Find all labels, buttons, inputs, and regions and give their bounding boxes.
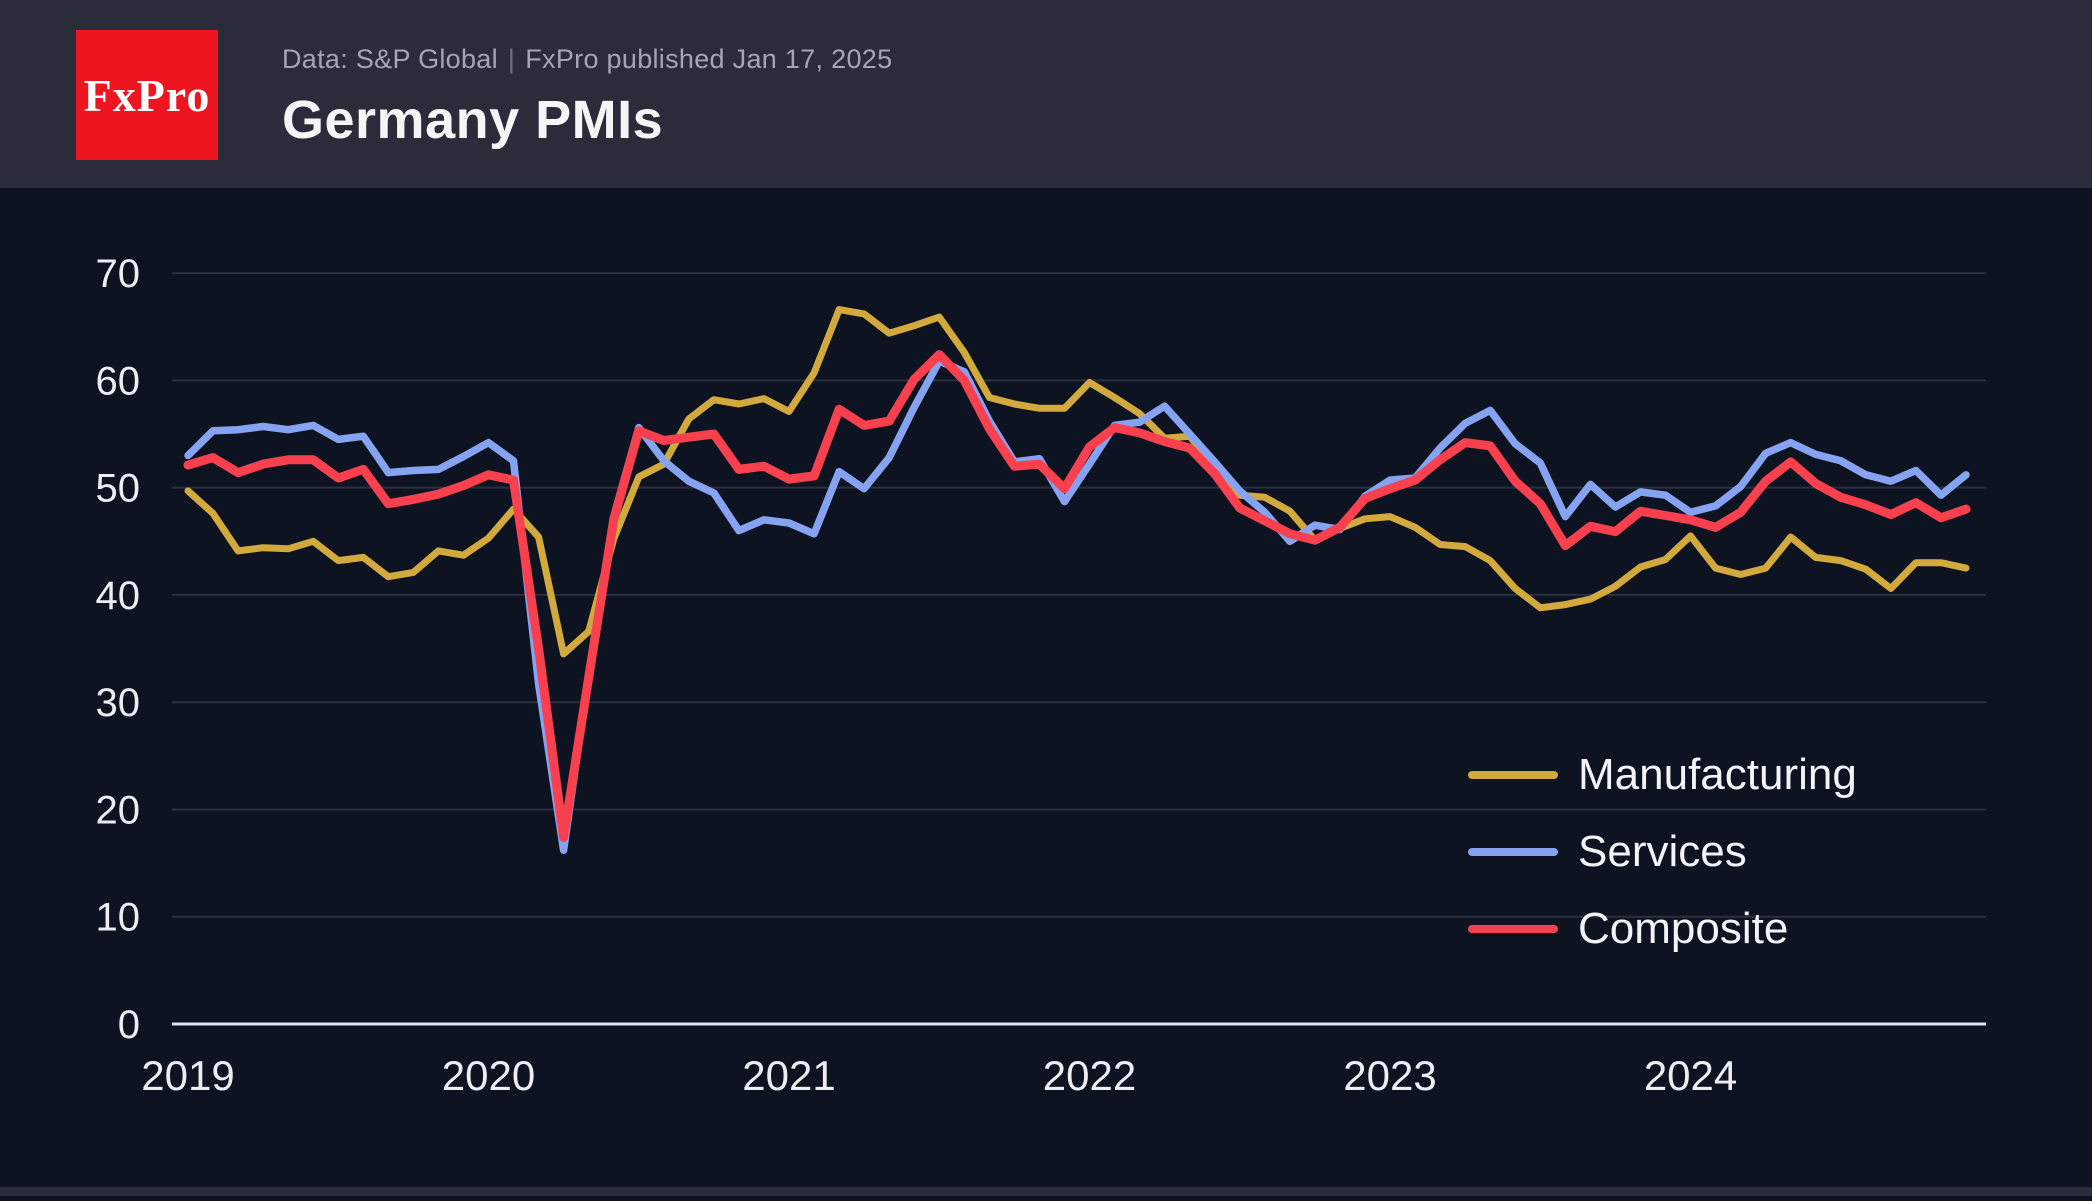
source-left: Data: S&P Global <box>282 44 498 74</box>
legend-item-services: Services <box>1468 825 1857 878</box>
legend-label: Services <box>1578 826 1747 876</box>
source-right: FxPro published Jan 17, 2025 <box>525 44 893 74</box>
legend-label: Manufacturing <box>1578 749 1857 799</box>
fxpro-logo-text: FxPro <box>83 69 211 121</box>
y-tick-label: 70 <box>96 252 141 296</box>
series-line-manufacturing <box>184 306 1970 658</box>
y-tick-label: 40 <box>96 574 141 618</box>
fxpro-logo: FxPro <box>76 30 218 160</box>
series-line-services <box>184 357 1970 854</box>
legend-item-composite: Composite <box>1468 902 1857 955</box>
composite-line-swatch <box>1468 924 1558 933</box>
source-separator: | <box>507 44 516 74</box>
services-line-swatch <box>1468 847 1558 856</box>
legend-item-manufacturing: Manufacturing <box>1468 748 1857 801</box>
x-tick-label: 2021 <box>742 1052 835 1099</box>
y-tick-label: 30 <box>96 681 141 725</box>
chart-legend: Manufacturing Services Composite <box>1468 748 1857 955</box>
x-tick-label: 2024 <box>1644 1052 1737 1099</box>
y-tick-label: 60 <box>96 359 141 403</box>
y-tick-label: 10 <box>96 896 141 940</box>
manufacturing-line-swatch <box>1468 770 1558 779</box>
y-tick-label: 20 <box>96 788 141 832</box>
x-tick-label: 2020 <box>442 1052 535 1099</box>
series-line-composite <box>183 350 1971 842</box>
x-tick-label: 2019 <box>141 1052 234 1099</box>
header-text-block: Data: S&P Global | FxPro published Jan 17,… <box>282 44 892 151</box>
x-tick-label: 2023 <box>1343 1052 1436 1099</box>
page-title: Germany PMIs <box>282 90 664 150</box>
y-tick-label: 0 <box>118 1003 140 1047</box>
legend-label: Composite <box>1578 903 1789 953</box>
footer-bar <box>0 1187 2092 1196</box>
source-line: Data: S&P Global | FxPro published Jan 17,… <box>282 44 892 75</box>
header: FxPro Data: S&P Global | FxPro published J… <box>0 0 2092 188</box>
x-tick-label: 2022 <box>1043 1052 1136 1099</box>
y-tick-label: 50 <box>96 467 141 511</box>
